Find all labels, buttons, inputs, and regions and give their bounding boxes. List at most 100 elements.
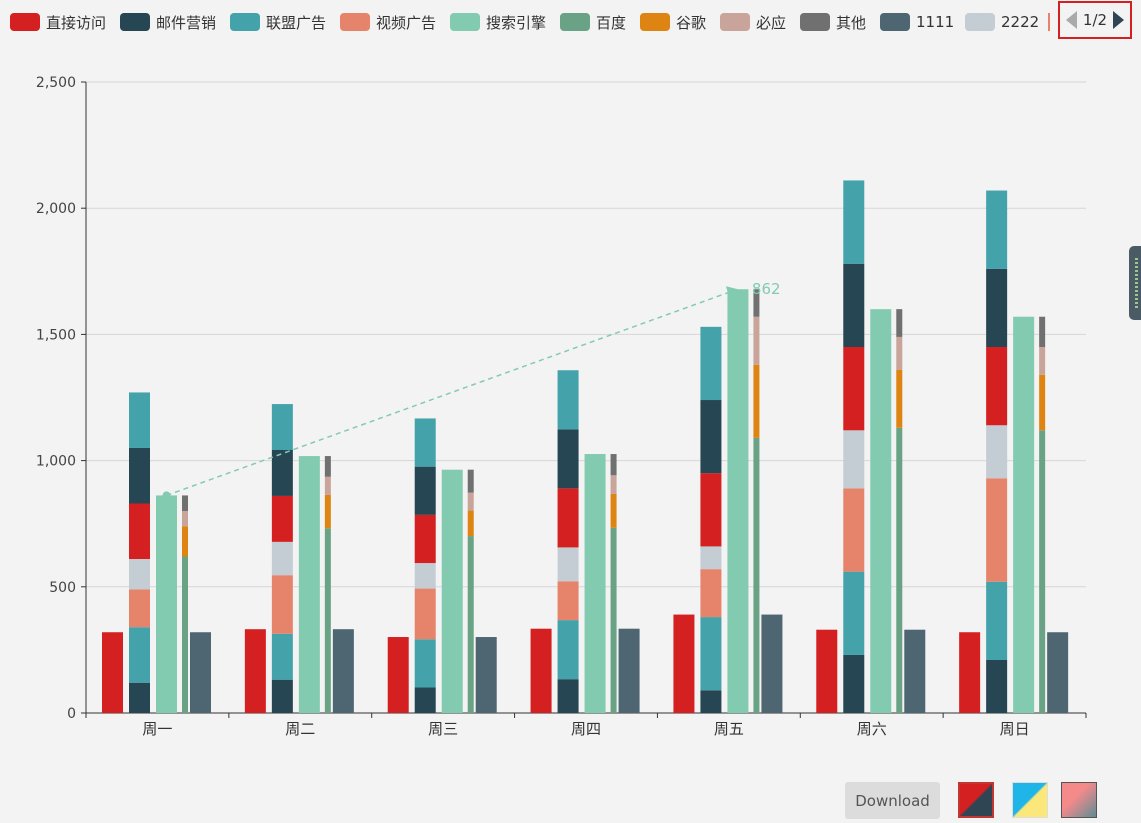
legend-item[interactable]: 谷歌 (640, 12, 706, 32)
legend-item[interactable]: 1111 (880, 12, 954, 32)
grip-icon (1135, 258, 1138, 308)
y-tick-label: 500 (49, 580, 76, 596)
bar (700, 473, 722, 547)
legend-label: 1111 (916, 13, 955, 31)
legend-item[interactable]: 搜索引擎 (450, 12, 546, 32)
y-tick-label: 1,500 (36, 327, 76, 343)
bar (129, 627, 150, 683)
pager-next-icon[interactable] (1112, 11, 1124, 29)
bar (1013, 316, 1035, 713)
legend-swatch-icon (450, 13, 480, 31)
bar (324, 494, 331, 529)
legend-item[interactable]: 直接访问 (10, 12, 106, 32)
bar (129, 503, 150, 560)
bar (870, 309, 892, 713)
bar (129, 589, 150, 628)
bar (843, 430, 865, 489)
legend-swatch-icon (120, 13, 150, 31)
bar (557, 488, 579, 548)
bar (414, 418, 436, 467)
legend-label: 2222 (1001, 13, 1040, 31)
legend-swatch-icon (880, 13, 910, 31)
bar (1039, 316, 1046, 348)
bar (618, 628, 640, 713)
download-button[interactable]: Download (845, 782, 940, 819)
pager-prev-icon[interactable] (1066, 11, 1077, 29)
bar (441, 469, 463, 713)
bar (843, 263, 865, 348)
bar (182, 495, 188, 512)
markline-label: 862 (752, 280, 781, 298)
legend-label: 必应 (756, 13, 787, 32)
legend-item[interactable]: 其他 (800, 12, 866, 32)
bar (610, 454, 617, 476)
bar (904, 629, 926, 713)
legend-item[interactable]: 百度 (560, 12, 626, 32)
bar (843, 571, 865, 655)
legend-item[interactable]: 视频广告 (340, 12, 436, 32)
bar (986, 347, 1008, 426)
bar (700, 569, 722, 618)
bar (557, 429, 579, 489)
bar (156, 495, 177, 713)
bar (467, 510, 474, 537)
bar (414, 466, 436, 515)
legend-item[interactable]: 联盟广告 (230, 12, 326, 32)
legend-label: 视频广告 (376, 13, 437, 32)
bar (271, 495, 293, 542)
bar (753, 316, 760, 365)
bar (475, 637, 497, 713)
bar (673, 614, 695, 713)
theme-soft-button[interactable] (1061, 782, 1097, 818)
bar (986, 268, 1008, 348)
bar (557, 547, 579, 582)
bar (959, 632, 981, 713)
bar (896, 336, 903, 370)
bar (610, 527, 617, 713)
bar (324, 456, 331, 477)
bar (467, 492, 474, 511)
legend-swatch-icon (10, 13, 40, 31)
bar (129, 392, 150, 448)
x-tick-label: 周日 (1000, 720, 1030, 738)
bar (557, 679, 579, 713)
bar (753, 437, 760, 713)
bar (986, 425, 1008, 479)
bar (129, 559, 150, 590)
theme-bright-button[interactable] (1012, 782, 1048, 818)
bar (414, 514, 436, 564)
bar (700, 400, 722, 474)
markline-arrow-icon (725, 286, 738, 297)
bar (843, 180, 865, 264)
bar (986, 478, 1008, 582)
bar (816, 629, 838, 713)
legend-item[interactable]: 必应 (720, 12, 786, 32)
bar (557, 370, 579, 430)
legend-swatch-icon (965, 13, 995, 31)
legend-item[interactable]: 邮件营销 (120, 12, 216, 32)
bar (896, 369, 903, 428)
legend-item[interactable]: 2222 (965, 12, 1039, 32)
bar (986, 659, 1008, 713)
bar (610, 493, 617, 528)
legend-swatch-icon (230, 13, 260, 31)
legend: 直接访问 邮件营销 联盟广告 视频广告 搜索引擎 百度 谷歌 必应 其他 1111 2222 (0, 0, 1050, 42)
bar (244, 629, 266, 713)
bar (727, 289, 749, 713)
bar (129, 447, 150, 504)
bar (271, 449, 293, 496)
bar (700, 617, 722, 691)
legend-label: 直接访问 (46, 13, 107, 32)
bar (700, 326, 722, 401)
legend-label: 邮件营销 (156, 13, 217, 32)
bar (332, 629, 354, 713)
bar (298, 456, 320, 713)
legend-swatch-icon (720, 13, 750, 31)
theme-default-button[interactable] (958, 782, 994, 818)
bar (271, 541, 293, 576)
bar (843, 654, 865, 713)
bar (1039, 430, 1046, 713)
bar (986, 190, 1008, 269)
bar (700, 690, 722, 713)
